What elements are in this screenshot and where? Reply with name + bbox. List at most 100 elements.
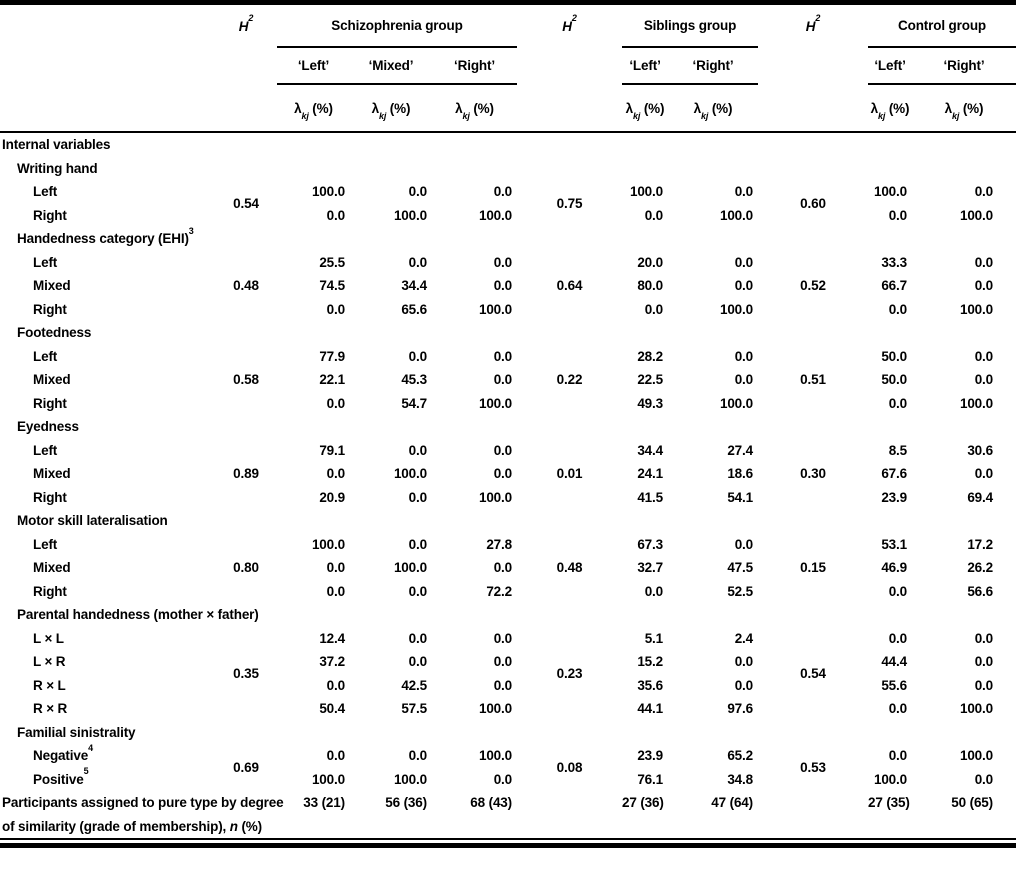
variable-row: Footedness: [0, 321, 1016, 345]
table-row: Positive5 100.0 100.0 0.0 76.1 34.8 100.0 0.0: [0, 767, 1016, 792]
value-cell: 23.9: [881, 489, 908, 505]
footer-label-part: Participants assigned to pure type by de…: [2, 795, 284, 834]
table-row: Negative4 0.69 0.0 0.0 100.0 0.08 23.9 65.2 0.53…: [0, 743, 1016, 775]
value-cell: 53.1: [881, 536, 908, 552]
type-header: ‘Left’: [868, 47, 913, 85]
h2-value: 0.64: [556, 278, 583, 293]
row-label: Right: [33, 489, 67, 505]
variable-label: Eyedness: [17, 419, 79, 434]
value-cell: 22.1: [319, 372, 345, 387]
value-cell: 100.0: [478, 395, 513, 411]
value-cell: 17.2: [967, 536, 994, 552]
footer-value: 56 (36): [350, 791, 432, 840]
h2-value: 0.22: [556, 372, 583, 387]
value-cell: 0.0: [734, 348, 754, 364]
value-cell: 0.0: [974, 771, 994, 787]
spacer-cell: [517, 47, 622, 84]
spacer-cell: [517, 84, 623, 133]
group-header-0: Schizophrenia group: [277, 5, 518, 48]
footer-label: Participants assigned to pure type by de…: [0, 791, 284, 840]
table-row: Left 0.89 79.1 0.0 0.0 0.01 34.4 27.4 0.30 8.5 30.…: [0, 439, 1016, 482]
table-row: R × L 0.0 42.5 0.0 35.6 0.0 55.6 0.0: [0, 674, 1016, 698]
row-label: Right: [33, 301, 67, 317]
value-cell: 80.0: [637, 278, 664, 293]
h2-value: 0.54: [800, 665, 826, 681]
row-label: Left: [33, 442, 58, 458]
value-cell: 23.9: [637, 748, 664, 763]
value-cell: 0.0: [493, 466, 513, 481]
value-cell: 25.5: [319, 254, 345, 270]
value-cell: 0.0: [326, 583, 345, 599]
spacer-cell: [517, 791, 623, 840]
table-row: L × R 37.2 0.0 0.0 15.2 0.0 44.4 0.0: [0, 650, 1016, 674]
value-cell: 46.9: [881, 560, 908, 575]
value-cell: 100.0: [393, 560, 427, 575]
value-cell: 44.1: [637, 701, 664, 716]
value-cell: 28.2: [637, 348, 664, 364]
value-cell: 27.4: [727, 442, 754, 458]
value-cell: 100.0: [719, 301, 754, 317]
section-row: Internal variables: [0, 132, 1016, 157]
table-row: Right 0.0 100.0 100.0 0.0 100.0 0.0 100.0: [0, 204, 1016, 228]
value-cell: 0.0: [888, 207, 908, 223]
lambda-header: λkj (%): [868, 84, 913, 133]
type-header: ‘Left’: [622, 47, 669, 85]
row-label: Right: [33, 583, 67, 599]
value-cell: 0.0: [974, 278, 994, 293]
row-label: Left: [33, 254, 58, 270]
value-cell: 0.0: [974, 654, 994, 669]
h2-value: 0.75: [556, 195, 583, 211]
value-cell: 34.4: [637, 442, 664, 458]
value-cell: 100.0: [311, 771, 345, 787]
value-cell: 100.0: [311, 184, 345, 199]
value-cell: 100.0: [478, 301, 513, 317]
value-cell: 97.6: [727, 701, 754, 716]
value-cell: 0.0: [493, 348, 513, 364]
value-cell: 100.0: [629, 184, 664, 199]
value-cell: 0.0: [493, 771, 513, 787]
value-cell: 50.0: [881, 348, 908, 364]
value-cell: 100.0: [719, 395, 754, 411]
footer-value: 27 (36): [622, 791, 669, 840]
value-cell: 0.0: [408, 748, 427, 763]
value-cell: 24.1: [637, 466, 664, 481]
value-cell: 0.0: [888, 630, 908, 646]
lambda-header: λkj (%): [350, 84, 432, 133]
value-cell: 100.0: [478, 489, 513, 505]
value-cell: 0.0: [493, 630, 513, 646]
h2-value: 0.48: [233, 278, 259, 293]
value-cell: 0.0: [734, 536, 754, 552]
value-cell: 0.0: [493, 278, 513, 293]
value-cell: 0.0: [493, 254, 513, 270]
value-cell: 49.3: [637, 395, 664, 411]
type-header: ‘Left’: [277, 47, 350, 85]
value-cell: 0.0: [326, 301, 345, 317]
h2-value: 0.69: [233, 759, 259, 775]
value-cell: 79.1: [319, 442, 345, 458]
lambda-header: λkj (%): [432, 84, 518, 133]
value-cell: 0.0: [408, 348, 427, 364]
lambda-header: λkj (%): [912, 84, 1016, 133]
value-cell: 8.5: [888, 442, 908, 458]
row-label: Right: [33, 207, 67, 223]
variable-label: Footedness: [17, 325, 92, 340]
table-row: Left 0.58 77.9 0.0 0.0 0.22 28.2 0.0 0.51 50.0 0.0: [0, 345, 1016, 388]
row-label: Mixed: [33, 560, 71, 575]
value-cell: 44.4: [881, 654, 908, 669]
value-cell: 0.0: [408, 654, 427, 669]
spacer-cell: [215, 47, 277, 84]
value-cell: 34.8: [727, 771, 754, 787]
value-cell: 100.0: [478, 748, 513, 763]
table-row: Right 0.0 65.6 100.0 0.0 100.0 0.0 100.0: [0, 298, 1016, 322]
footer-value: 50 (65): [912, 791, 1016, 840]
value-cell: 54.1: [727, 489, 754, 505]
value-cell: 0.0: [888, 583, 908, 599]
footer-value: 27 (35): [868, 791, 913, 840]
value-cell: 34.4: [401, 278, 427, 293]
footer-value: 33 (21): [277, 791, 350, 840]
value-cell: 0.0: [493, 372, 513, 387]
value-cell: 37.2: [319, 654, 345, 669]
value-cell: 0.0: [974, 372, 994, 387]
spacer-cell: [0, 47, 215, 84]
value-cell: 50.4: [319, 701, 345, 716]
